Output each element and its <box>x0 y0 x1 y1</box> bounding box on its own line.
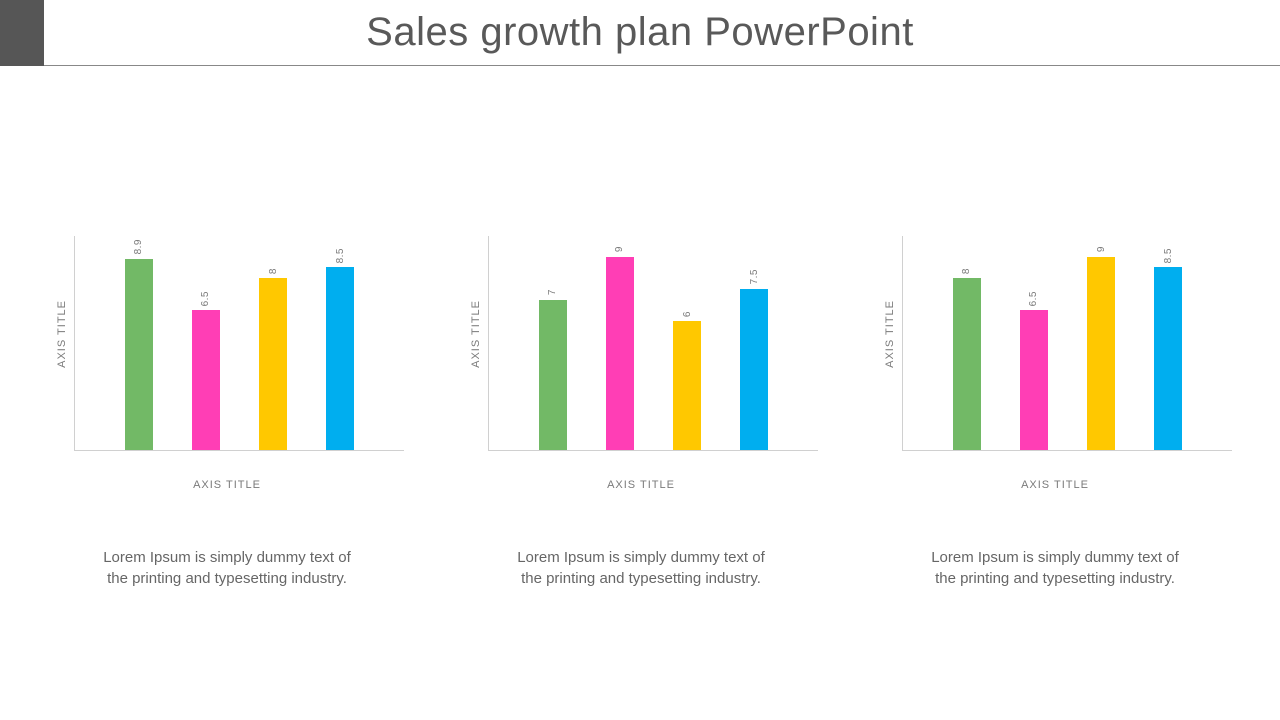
chart-panel-3: AXIS TITLE 8 6.5 9 8.5 AXIS TITLE Lorem Ips… <box>878 236 1232 589</box>
panel-caption: Lorem Ipsum is simply dummy text of the … <box>925 547 1185 589</box>
bar <box>1020 310 1048 450</box>
y-axis-label: AXIS TITLE <box>464 300 488 368</box>
bar <box>673 321 701 450</box>
bar-value-label: 9 <box>614 246 625 252</box>
page-title: Sales growth plan PowerPoint <box>366 10 914 55</box>
bar-group: 8.5 <box>326 248 354 450</box>
x-axis-label: AXIS TITLE <box>607 479 675 491</box>
bar-group: 6 <box>673 311 701 450</box>
chart-wrap-2: AXIS TITLE 7 9 6 7.5 <box>464 236 818 451</box>
bar-group: 6.5 <box>192 291 220 450</box>
bar-group: 9 <box>606 246 634 450</box>
bar <box>326 267 354 450</box>
bar-value-label: 8.5 <box>335 248 346 263</box>
header-bar: Sales growth plan PowerPoint <box>0 0 1280 66</box>
bar-chart-1: 8.9 6.5 8 8.5 <box>74 236 404 451</box>
bar-group: 8.9 <box>125 239 153 450</box>
x-axis-label: AXIS TITLE <box>1021 479 1089 491</box>
bar-value-label: 8 <box>961 268 972 274</box>
chart-panel-1: AXIS TITLE 8.9 6.5 8 8.5 AXIS TITLE Lorem I… <box>50 236 404 589</box>
bar-group: 8.5 <box>1154 248 1182 450</box>
bar-group: 6.5 <box>1020 291 1048 450</box>
bar-group: 7 <box>539 289 567 450</box>
bar-value-label: 8.5 <box>1163 248 1174 263</box>
bar <box>125 259 153 450</box>
bar-value-label: 6.5 <box>200 291 211 306</box>
bar-group: 8 <box>259 268 287 450</box>
chart-wrap-1: AXIS TITLE 8.9 6.5 8 8.5 <box>50 236 404 451</box>
bar-chart-2: 7 9 6 7.5 <box>488 236 818 451</box>
bar <box>1087 257 1115 451</box>
y-axis-label: AXIS TITLE <box>50 300 74 368</box>
bar-group: 8 <box>953 268 981 450</box>
bar-value-label: 6.5 <box>1028 291 1039 306</box>
bar <box>606 257 634 451</box>
bar <box>740 289 768 450</box>
bar-value-label: 8 <box>268 268 279 274</box>
panel-caption: Lorem Ipsum is simply dummy text of the … <box>97 547 357 589</box>
header-accent-square <box>0 0 44 66</box>
bar-value-label: 7.5 <box>749 269 760 284</box>
bar <box>953 278 981 450</box>
bar-group: 7.5 <box>740 269 768 450</box>
bar-chart-3: 8 6.5 9 8.5 <box>902 236 1232 451</box>
x-axis-label: AXIS TITLE <box>193 479 261 491</box>
chart-panel-2: AXIS TITLE 7 9 6 7.5 AXIS TITLE Lorem Ipsum… <box>464 236 818 589</box>
chart-panels-row: AXIS TITLE 8.9 6.5 8 8.5 AXIS TITLE Lorem I… <box>0 66 1280 589</box>
bar-value-label: 9 <box>1096 246 1107 252</box>
bar-value-label: 8.9 <box>133 239 144 254</box>
bar-value-label: 6 <box>682 311 693 317</box>
bar <box>259 278 287 450</box>
bar <box>1154 267 1182 450</box>
bar-value-label: 7 <box>547 289 558 295</box>
bar-group: 9 <box>1087 246 1115 450</box>
chart-wrap-3: AXIS TITLE 8 6.5 9 8.5 <box>878 236 1232 451</box>
bar <box>192 310 220 450</box>
bar <box>539 300 567 451</box>
panel-caption: Lorem Ipsum is simply dummy text of the … <box>511 547 771 589</box>
y-axis-label: AXIS TITLE <box>878 300 902 368</box>
